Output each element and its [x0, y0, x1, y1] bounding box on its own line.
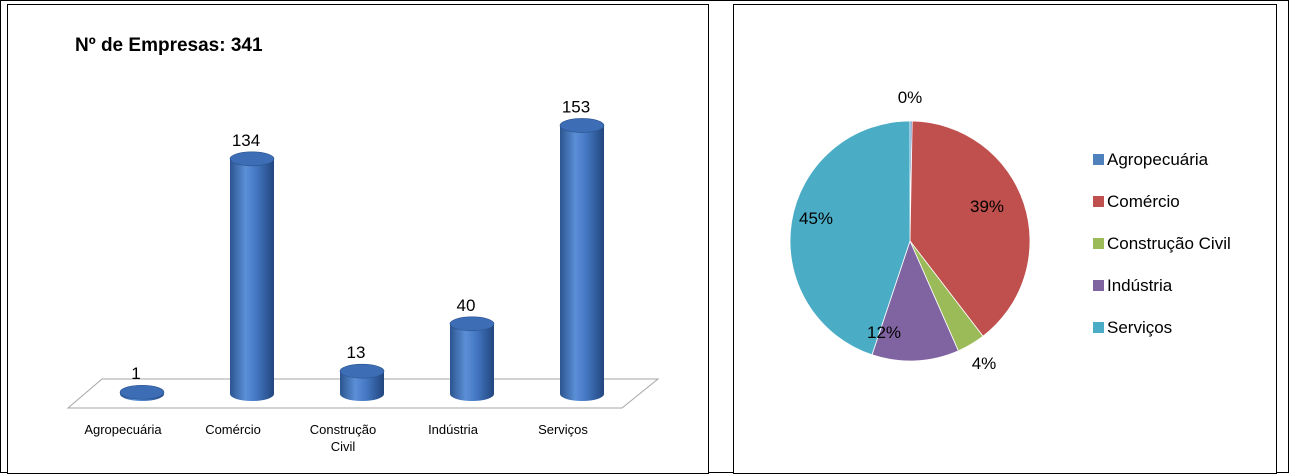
pie-data-label: 12% [867, 323, 901, 342]
legend-label: Serviços [1107, 318, 1172, 337]
bar-top [229, 151, 275, 167]
pie-data-label: 0% [898, 88, 923, 107]
bar-data-label: 13 [347, 343, 366, 362]
bar-category-label: Comércio [205, 422, 261, 437]
legend-label: Indústria [1107, 276, 1173, 295]
legend-swatch [1093, 280, 1104, 291]
legend-label: Construção Civil [1107, 234, 1231, 253]
bar-category-label: Construção [310, 422, 376, 437]
pie-legend: Agropecuária Comércio Construção Civil Indú… [1093, 150, 1231, 337]
legend-item: Construção Civil [1093, 234, 1231, 253]
legend-item: Indústria [1093, 276, 1173, 295]
bar-chart-floor [66, 378, 660, 409]
bar-top [559, 118, 605, 133]
legend-swatch [1093, 322, 1104, 333]
pie-series: 0% 39% 4% 12% 45% [789, 88, 1031, 373]
bar-chart-title: Nº de Empresas: 341 [75, 35, 263, 56]
bar-5: 153 [559, 97, 605, 402]
legend-swatch [1093, 154, 1104, 165]
bar-series: 1 Agropecuária 134 Comércio 13 Construção Civi… [84, 97, 605, 454]
bar-1: 1 [119, 364, 165, 401]
bar-category-label: Indústria [428, 422, 479, 437]
legend-item: Agropecuária [1093, 150, 1209, 169]
bar-top [119, 384, 165, 400]
bar-4: 40 [449, 296, 495, 401]
pie-slice-5 [789, 120, 911, 356]
legend-item: Comércio [1093, 192, 1180, 211]
bar-data-label: 153 [562, 97, 590, 116]
pie-data-label: 4% [972, 354, 997, 373]
bar-data-label: 40 [457, 296, 476, 315]
bar-category-label: Agropecuária [84, 422, 162, 437]
bar-body [450, 323, 494, 401]
legend-label: Comércio [1107, 192, 1180, 211]
pie-slice-2 [909, 120, 1031, 337]
bar-data-label: 134 [232, 131, 260, 150]
legend-label: Agropecuária [1107, 150, 1209, 169]
bar-body [230, 158, 274, 401]
bar-2: 134 [229, 131, 275, 401]
bar-3: 13 [339, 343, 385, 401]
bar-data-label: 1 [131, 364, 140, 383]
bar-category-label: Serviços [538, 422, 588, 437]
bar-top [449, 316, 495, 332]
bar-top [339, 363, 385, 379]
legend-swatch [1093, 196, 1104, 207]
legend-swatch [1093, 238, 1104, 249]
pie-data-label: 45% [799, 209, 833, 228]
bar-body [560, 125, 604, 402]
bar-category-label: Civil [331, 439, 356, 454]
pie-data-label: 39% [970, 197, 1004, 216]
pie-slice-4 [871, 239, 959, 362]
bar-body [340, 371, 384, 401]
legend-item: Serviços [1093, 318, 1172, 337]
